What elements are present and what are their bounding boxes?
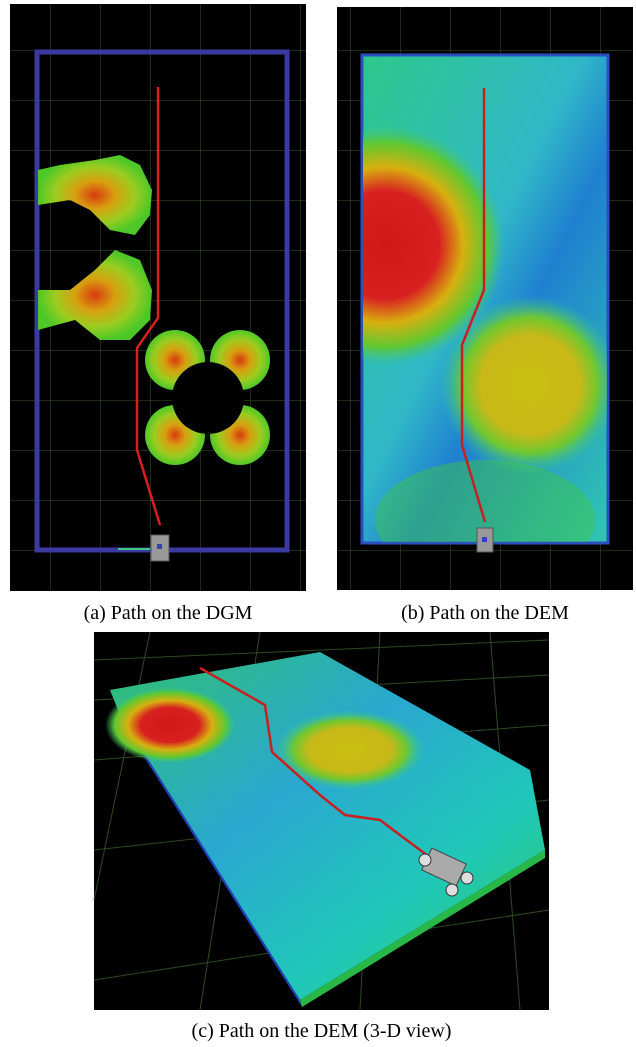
panel-dgm [10,4,306,591]
caption-a: (a) Path on the DGM [10,602,326,625]
page: {"panels": [ {"caption": "(a) Path on th… [0,0,636,1047]
caption-b: (b) Path on the DEM [337,602,633,625]
panel-dem [265,7,633,590]
panel-dem-3d [94,632,549,1010]
caption-c: (c) Path on the DEM (3-D view) [94,1020,549,1043]
figure [0,0,636,1047]
